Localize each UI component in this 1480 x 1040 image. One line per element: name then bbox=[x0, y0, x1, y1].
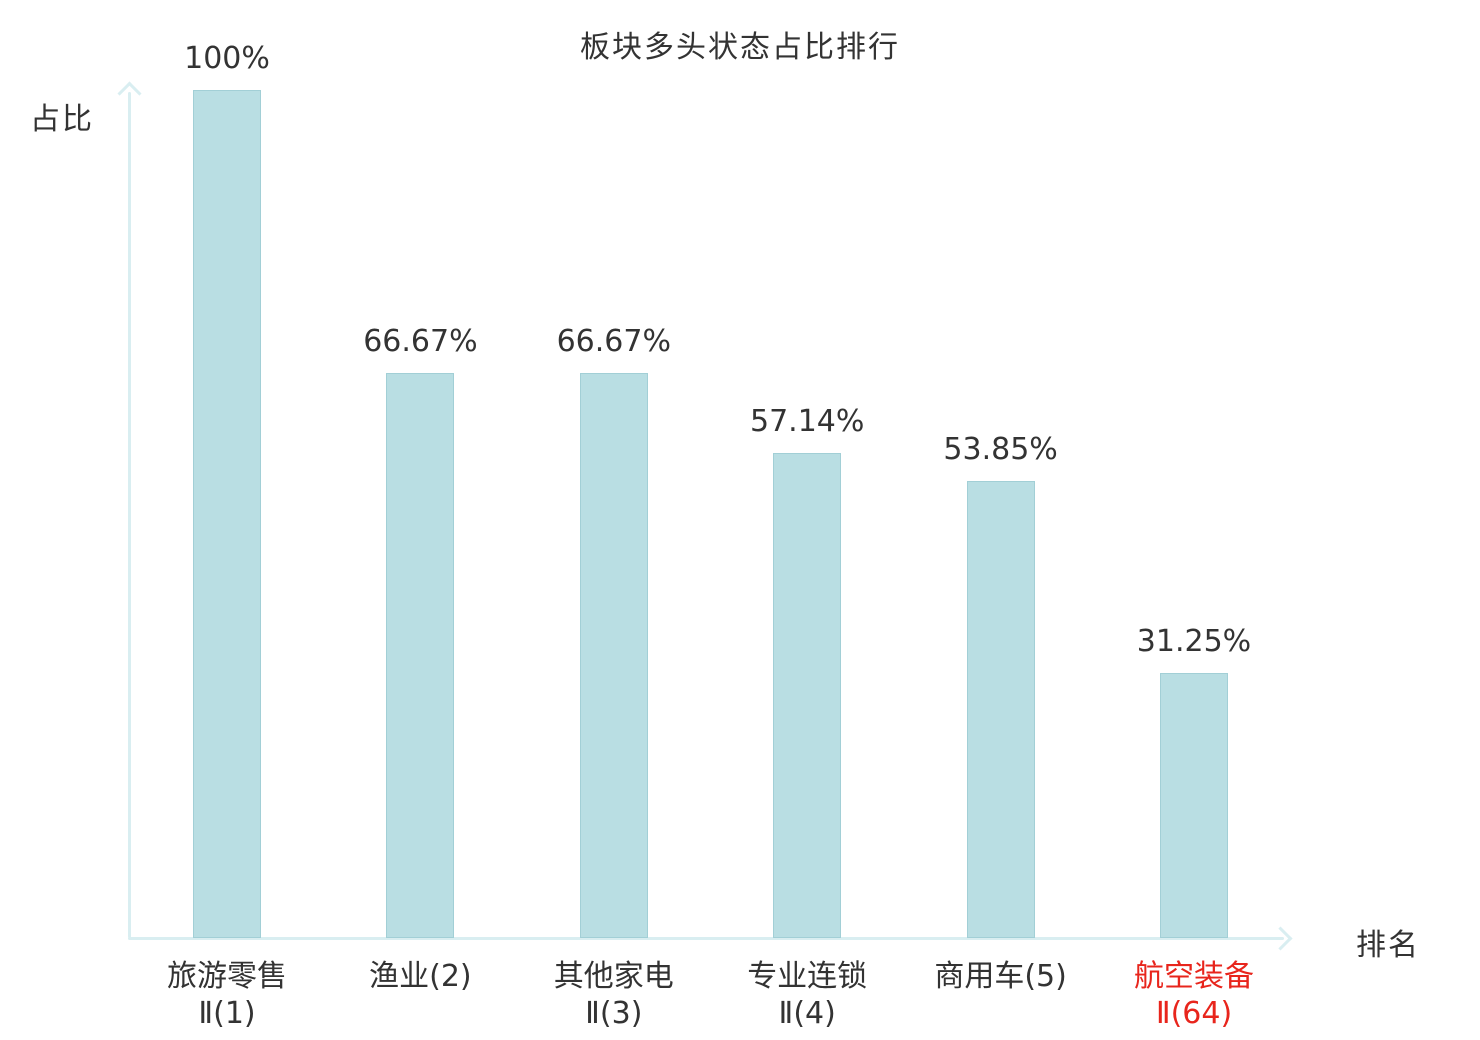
x-axis-line bbox=[128, 937, 1284, 940]
bar-value-label-2: 66.67% bbox=[363, 324, 478, 359]
chart-title: 板块多头状态占比排行 bbox=[580, 30, 900, 65]
bar-value-label-1: 100% bbox=[184, 41, 270, 76]
bar-value-label-4: 57.14% bbox=[749, 404, 865, 439]
bar-category-label-5: 商用车(5) bbox=[934, 959, 1067, 994]
bar-category-label-1: 旅游零售 Ⅱ(1) bbox=[167, 959, 287, 1031]
bar-value-label-5: 53.85% bbox=[943, 432, 1058, 467]
y-axis-label: 占比 bbox=[30, 102, 94, 137]
bar-value-label-3: 66.67% bbox=[556, 324, 671, 359]
bar-2[interactable] bbox=[386, 373, 455, 938]
bar-5[interactable] bbox=[966, 481, 1035, 938]
bar-category-label-6: 航空装备 Ⅱ(64) bbox=[1134, 959, 1254, 1031]
bar-6[interactable] bbox=[1160, 673, 1228, 938]
y-axis-line bbox=[128, 92, 131, 938]
bar-value-label-6: 31.25% bbox=[1136, 624, 1252, 659]
bar-3[interactable] bbox=[579, 373, 648, 938]
bar-1[interactable] bbox=[193, 90, 261, 938]
bar-category-label-3: 其他家电 Ⅱ(3) bbox=[553, 959, 674, 1031]
bar-category-label-2: 渔业(2) bbox=[369, 959, 472, 994]
bar-category-label-4: 专业连锁 Ⅱ(4) bbox=[747, 959, 868, 1031]
bar-4[interactable] bbox=[773, 453, 842, 938]
x-axis-label: 排名 bbox=[1356, 928, 1420, 963]
